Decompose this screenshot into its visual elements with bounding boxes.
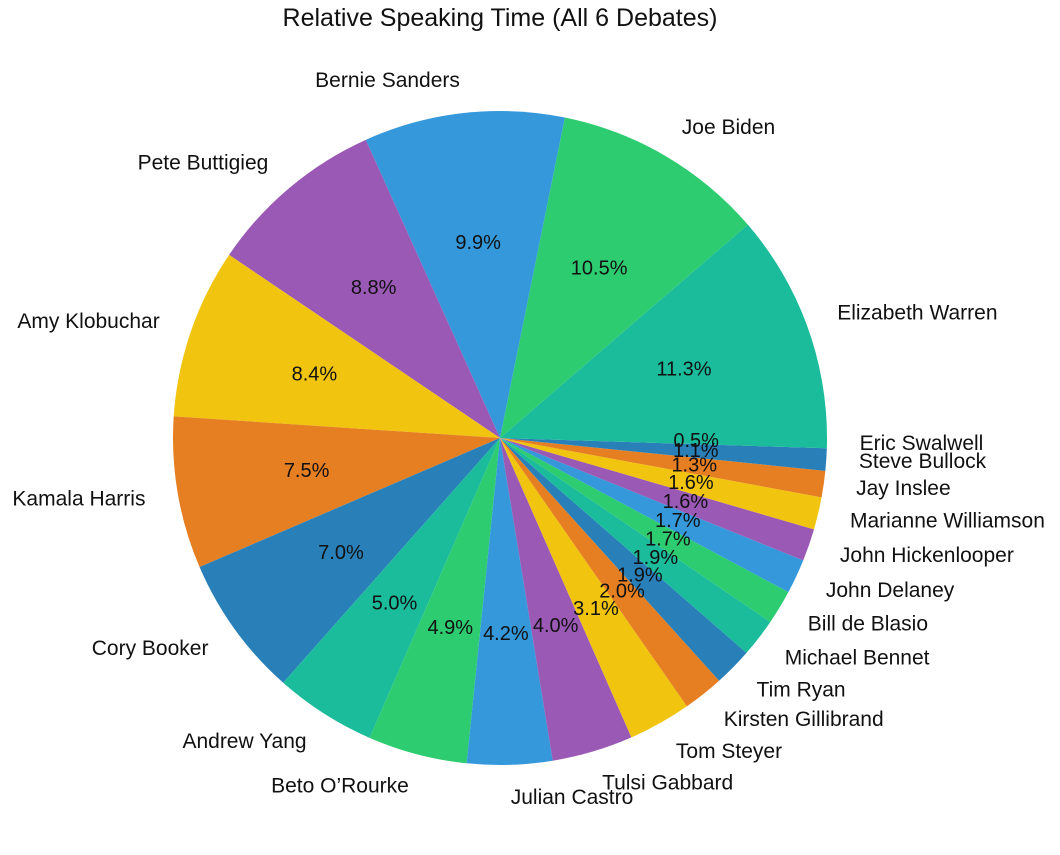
slice-label-tim-ryan: Tim Ryan — [757, 679, 846, 702]
slice-label-tulsi-gabbard: Tulsi Gabbard — [602, 771, 733, 794]
slice-label-amy-klobuchar: Amy Klobuchar — [17, 310, 159, 333]
percent-label-tom-steyer: 3.1% — [573, 598, 619, 620]
percent-label-joe-biden: 10.5% — [571, 258, 628, 280]
slices-layer — [173, 111, 827, 765]
percent-label-pete-buttigieg: 8.8% — [351, 277, 397, 299]
percent-label-tulsi-gabbard: 4.0% — [533, 615, 579, 637]
percent-label-eric-swalwell: 0.5% — [673, 430, 719, 452]
slice-joe-biden — [500, 117, 748, 438]
slice-tim-ryan — [500, 438, 747, 681]
slice-elizabeth-warren — [500, 224, 827, 438]
slice-label-bill-de-blasio: Bill de Blasio — [808, 613, 928, 636]
slice-bill-de-blasio — [500, 438, 789, 622]
percent-label-elizabeth-warren: 11.3% — [656, 359, 711, 381]
percent-label-tim-ryan: 1.9% — [617, 565, 663, 587]
slice-cory-booker — [199, 438, 501, 683]
slice-tom-steyer — [500, 438, 687, 738]
slice-label-kirsten-gillibrand: Kirsten Gillibrand — [724, 708, 884, 731]
slice-label-cory-booker: Cory Booker — [92, 637, 209, 660]
slice-jay-inslee — [500, 438, 826, 498]
slice-label-steve-bullock: Steve Bullock — [859, 450, 987, 473]
slice-john-hickenlooper — [500, 438, 814, 561]
percent-labels-layer: 11.3% 10.5% 9.9% 8.8% 8.4% 7.5% 7.0% 5.0% 4.9% 4.… — [284, 232, 719, 645]
percent-label-cory-booker: 7.0% — [318, 542, 364, 564]
slice-label-pete-buttigieg: Pete Buttigieg — [138, 151, 269, 174]
slice-label-marianne-williamson: Marianne Williamson — [850, 509, 1045, 532]
slice-label-bernie-sanders: Bernie Sanders — [315, 69, 460, 92]
percent-label-andrew-yang: 5.0% — [372, 592, 418, 614]
slice-kamala-harris — [173, 416, 500, 568]
percent-label-marianne-williamson: 1.6% — [668, 472, 714, 494]
slice-tulsi-gabbard — [500, 438, 632, 761]
slice-kirsten-gillibrand — [500, 438, 720, 707]
slice-bernie-sanders — [365, 111, 565, 438]
slice-label-julian-castro: Julian Castro — [511, 786, 634, 809]
slice-label-andrew-yang: Andrew Yang — [182, 730, 306, 753]
chart-title: Relative Speaking Time (All 6 Debates) — [282, 4, 718, 32]
percent-label-kamala-harris: 7.5% — [284, 460, 330, 482]
slice-label-kamala-harris: Kamala Harris — [12, 487, 145, 510]
percent-label-beto-o-rourke: 4.9% — [427, 617, 473, 639]
slice-eric-swalwell — [500, 438, 827, 449]
slice-beto-o-rourke — [369, 438, 500, 764]
slice-michael-bennet — [500, 438, 771, 653]
percent-label-john-hickenlooper: 1.6% — [663, 491, 709, 513]
percent-label-bill-de-blasio: 1.7% — [645, 529, 691, 551]
slice-label-jay-inslee: Jay Inslee — [856, 477, 951, 500]
percent-label-kirsten-gillibrand: 2.0% — [599, 581, 645, 603]
percent-label-steve-bullock: 1.1% — [673, 440, 719, 462]
percent-label-jay-inslee: 1.3% — [671, 455, 717, 477]
slice-label-michael-bennet: Michael Bennet — [785, 646, 930, 669]
slice-label-john-hickenlooper: John Hickenlooper — [840, 544, 1014, 567]
percent-label-john-delaney: 1.7% — [655, 510, 701, 532]
slice-label-joe-biden: Joe Biden — [682, 116, 775, 139]
slice-label-eric-swalwell: Eric Swalwell — [860, 432, 984, 455]
slice-marianne-williamson — [500, 438, 822, 530]
slice-julian-castro — [466, 438, 553, 765]
slice-label-elizabeth-warren: Elizabeth Warren — [837, 301, 997, 324]
percent-label-amy-klobuchar: 8.4% — [292, 363, 338, 385]
slice-label-tom-steyer: Tom Steyer — [676, 740, 782, 763]
slice-andrew-yang — [283, 438, 500, 738]
slice-john-delaney — [500, 438, 804, 593]
slice-steve-bullock — [500, 438, 827, 471]
slice-label-john-delaney: John Delaney — [826, 579, 955, 602]
slice-labels-layer: Elizabeth Warren Joe Biden Bernie Sanders P… — [12, 69, 1044, 809]
slice-pete-buttigieg — [229, 139, 501, 438]
percent-label-michael-bennet: 1.9% — [633, 547, 679, 569]
slice-amy-klobuchar — [173, 254, 500, 438]
percent-label-julian-castro: 4.2% — [483, 623, 529, 645]
slice-label-beto-o-rourke: Beto O’Rourke — [271, 774, 409, 797]
percent-label-bernie-sanders: 9.9% — [455, 232, 501, 254]
